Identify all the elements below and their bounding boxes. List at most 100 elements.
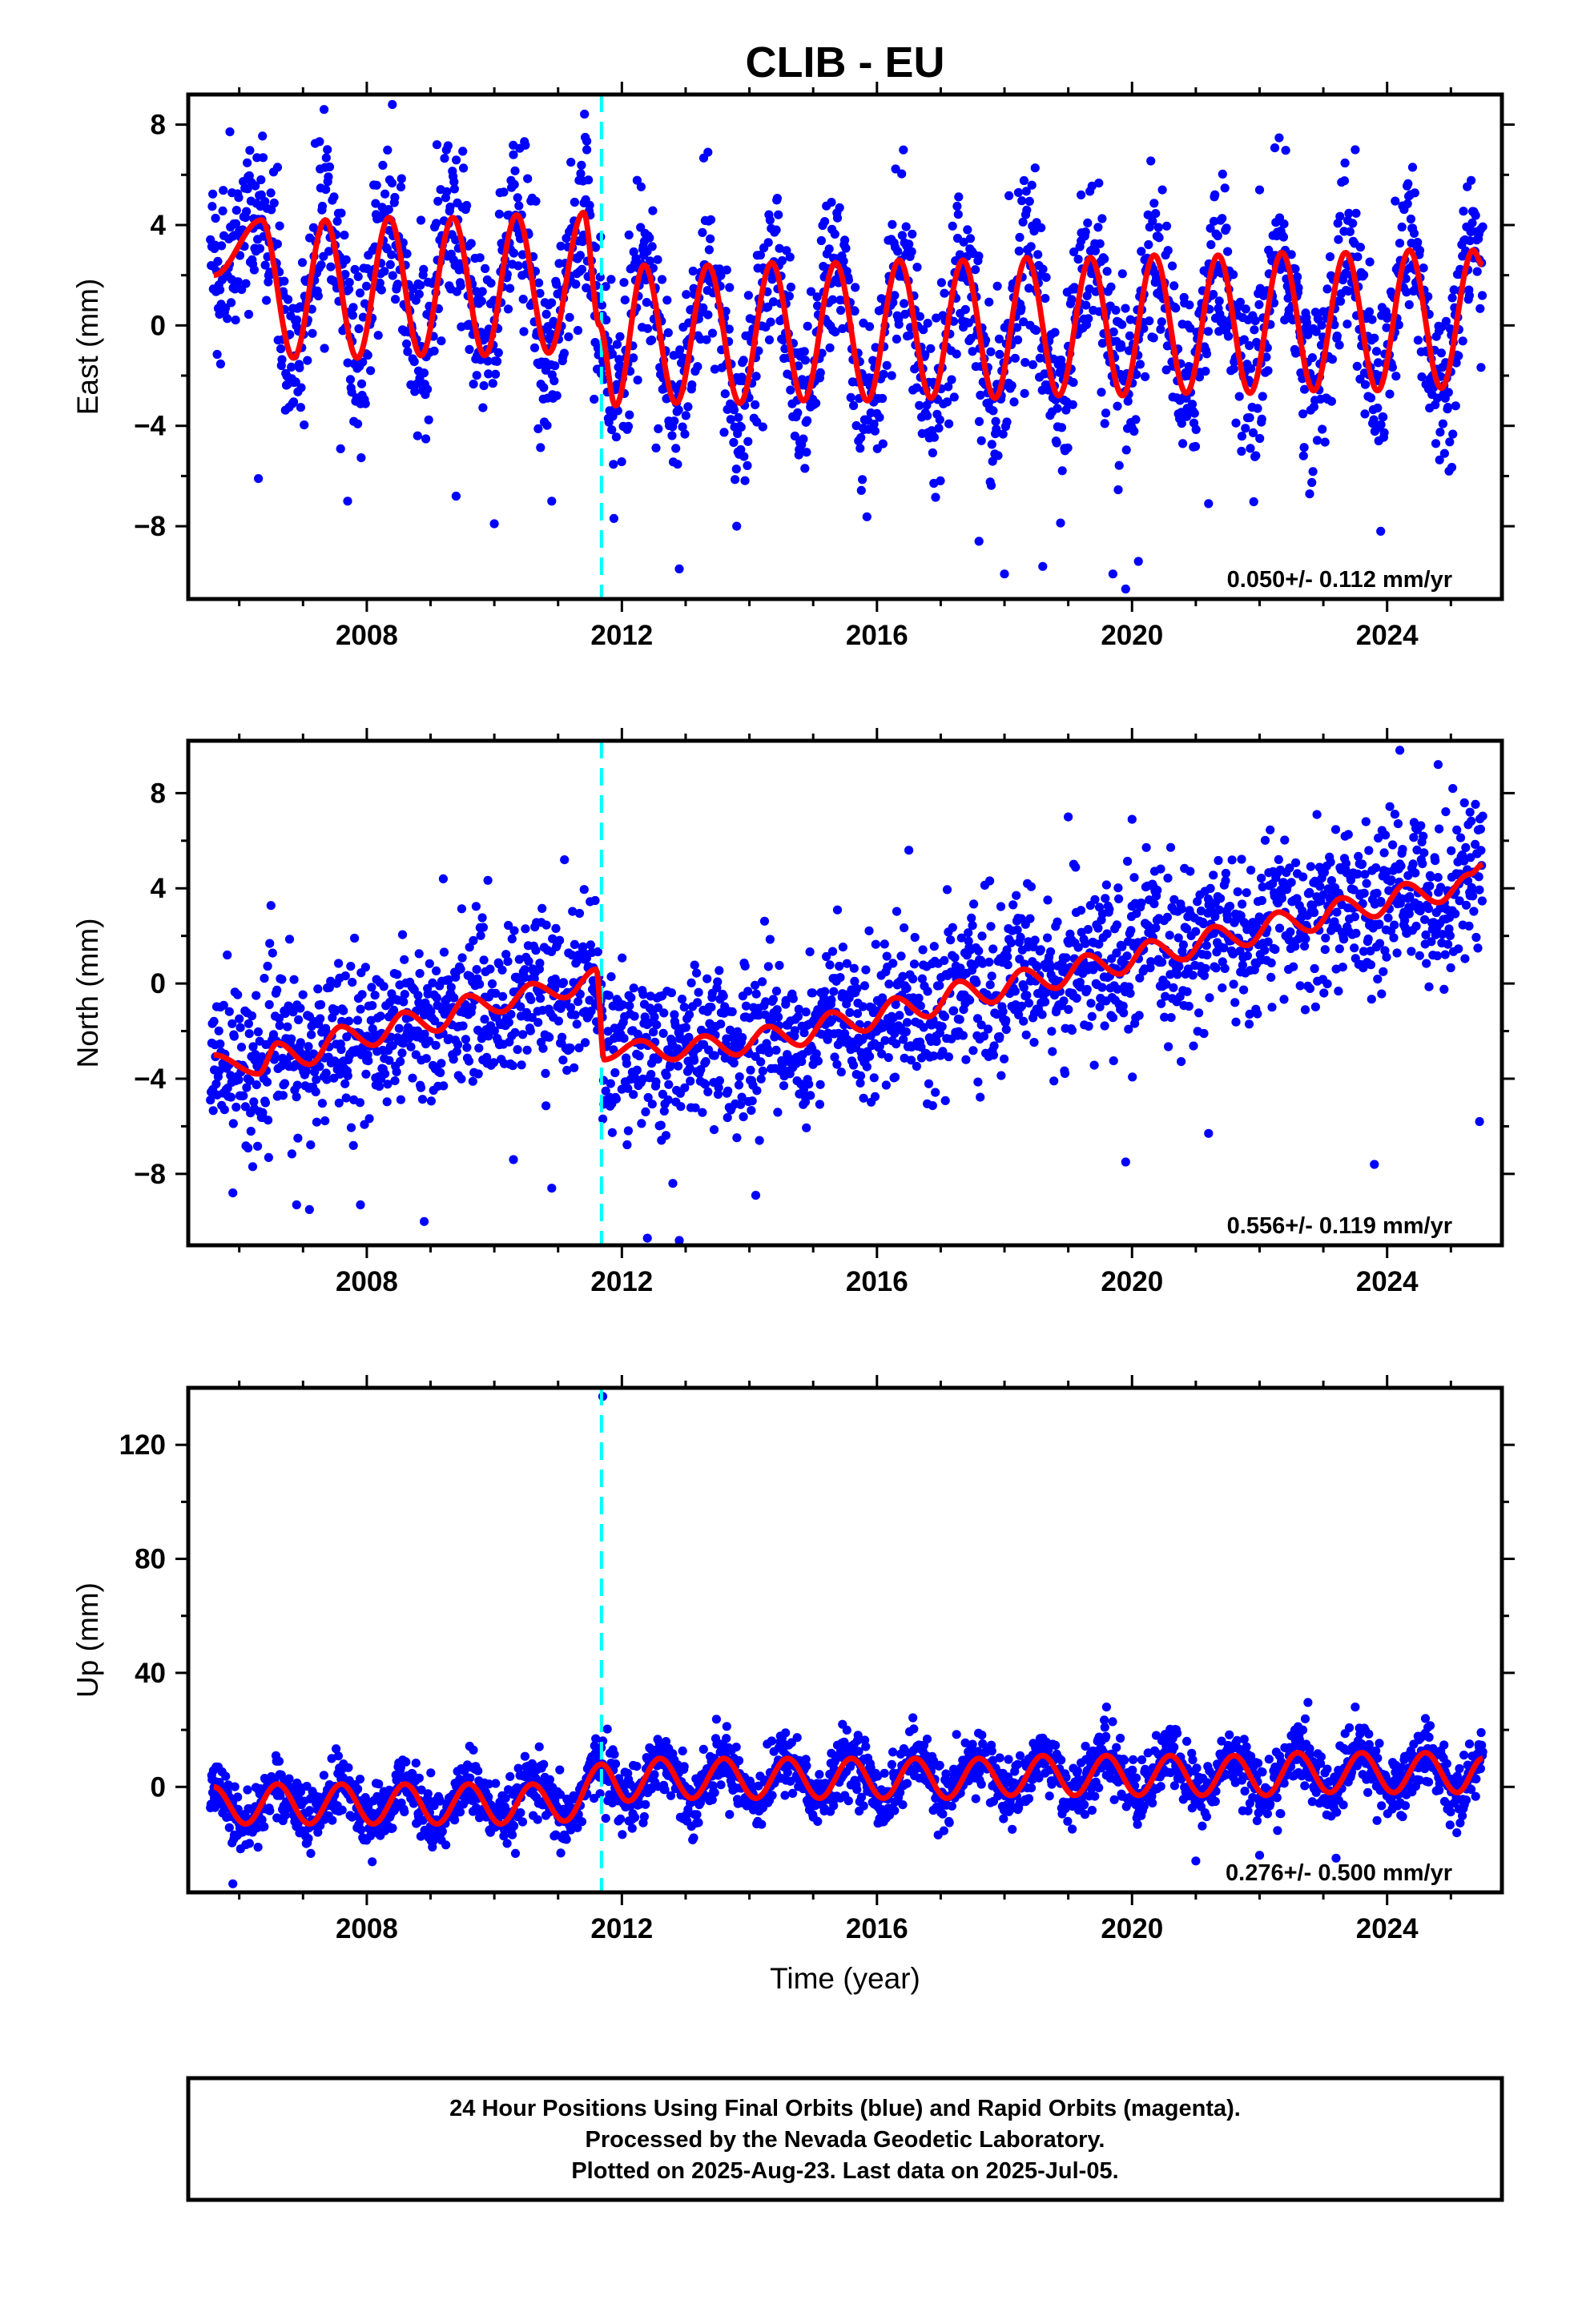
- east-point: [390, 192, 400, 203]
- north-point: [1253, 1009, 1262, 1019]
- north-point: [396, 1056, 405, 1067]
- east-point: [636, 182, 646, 191]
- east-point: [449, 184, 460, 194]
- east-point: [1451, 401, 1460, 411]
- east-point: [1009, 397, 1019, 407]
- north-point: [247, 1011, 257, 1021]
- north-point: [312, 1117, 321, 1127]
- north-point: [224, 1007, 234, 1016]
- east-point: [1307, 477, 1317, 488]
- east-point: [437, 336, 446, 346]
- east-point: [296, 403, 305, 412]
- east-outlier-point: [1108, 569, 1117, 579]
- north-point: [1411, 868, 1420, 878]
- east-point: [1097, 214, 1107, 223]
- east-outlier-point: [254, 474, 264, 484]
- north-point: [637, 1119, 646, 1128]
- east-point: [802, 448, 811, 457]
- north-point: [439, 1081, 449, 1091]
- north-point: [679, 1003, 689, 1012]
- east-point: [862, 512, 872, 521]
- north-point: [715, 966, 724, 975]
- east-point: [1438, 419, 1447, 428]
- east-point: [1464, 291, 1474, 300]
- east-point: [991, 416, 1000, 426]
- north-point: [316, 1014, 325, 1023]
- north-point: [940, 1011, 950, 1021]
- north-point: [352, 1015, 363, 1025]
- east-point: [763, 238, 773, 247]
- north-point: [421, 1054, 431, 1063]
- east-point: [731, 464, 741, 474]
- east-point: [1353, 252, 1363, 262]
- east-point: [952, 201, 962, 211]
- north-point: [1221, 868, 1230, 879]
- east-point: [313, 291, 323, 301]
- east-point: [719, 428, 729, 437]
- east-y-tick-label: −4: [134, 411, 166, 442]
- east-point: [949, 392, 959, 402]
- north-point: [632, 1065, 642, 1075]
- east-point: [423, 384, 433, 394]
- north-point: [1387, 875, 1396, 885]
- north-point: [1231, 1017, 1241, 1027]
- north-point: [716, 1019, 726, 1029]
- east-point: [380, 189, 390, 199]
- north-point: [457, 953, 467, 963]
- east-point: [275, 221, 284, 231]
- east-point: [316, 260, 326, 270]
- north-point: [1112, 920, 1121, 930]
- east-point: [371, 199, 380, 208]
- north-point: [940, 1096, 950, 1105]
- east-point: [651, 443, 661, 453]
- north-point: [977, 931, 987, 941]
- north-point: [884, 979, 894, 989]
- east-point: [521, 140, 530, 150]
- east-point: [234, 193, 244, 203]
- east-outlier-point: [1121, 584, 1130, 594]
- north-point: [1388, 840, 1398, 850]
- east-point: [324, 162, 335, 171]
- east-point: [1298, 409, 1308, 419]
- east-point: [849, 400, 859, 411]
- north-point: [607, 1128, 618, 1137]
- north-point: [735, 1072, 744, 1082]
- north-point: [368, 1001, 377, 1011]
- east-point: [965, 234, 976, 243]
- east-point: [771, 225, 781, 235]
- north-point: [275, 1020, 284, 1031]
- up-positions: [206, 1392, 1487, 1888]
- north-point: [1469, 907, 1479, 916]
- north-point: [606, 972, 616, 982]
- east-point: [601, 282, 610, 292]
- east-point: [1063, 443, 1073, 452]
- north-point: [246, 1127, 256, 1136]
- north-point: [541, 1101, 551, 1111]
- north-point: [1097, 983, 1107, 992]
- north-point: [228, 1119, 238, 1128]
- east-point: [722, 265, 731, 275]
- north-point: [476, 931, 485, 940]
- north-point: [827, 995, 836, 1005]
- north-point: [223, 950, 232, 960]
- north-point: [1061, 953, 1071, 963]
- north-point: [1000, 1054, 1009, 1063]
- north-point: [606, 1079, 615, 1088]
- east-point: [1191, 424, 1201, 435]
- east-point: [1237, 432, 1246, 441]
- north-point: [262, 1077, 272, 1087]
- north-point: [278, 1091, 288, 1100]
- east-point: [625, 410, 634, 420]
- north-point: [507, 934, 517, 943]
- north-point: [400, 990, 409, 999]
- north-point: [458, 1021, 468, 1031]
- north-point: [1206, 883, 1215, 893]
- north-point: [619, 1034, 629, 1043]
- east-point: [897, 169, 907, 179]
- north-point: [1199, 1028, 1209, 1039]
- north-point: [456, 964, 465, 974]
- north-point: [743, 987, 753, 996]
- east-point: [321, 185, 331, 195]
- north-point: [1396, 861, 1406, 870]
- north-point: [414, 949, 424, 959]
